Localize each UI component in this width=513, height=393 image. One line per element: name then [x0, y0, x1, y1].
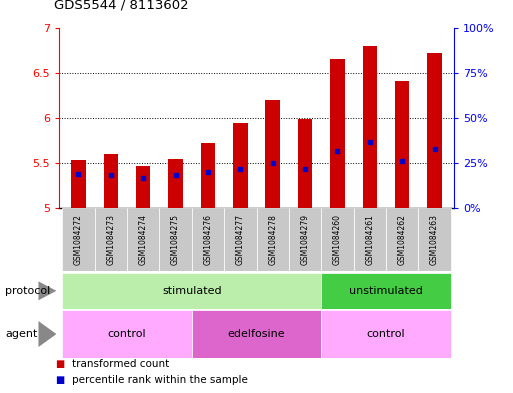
Bar: [104, 154, 118, 208]
Text: GSM1084263: GSM1084263: [430, 214, 439, 265]
Bar: [201, 143, 215, 208]
Text: control: control: [108, 329, 146, 339]
Bar: [321, 273, 451, 309]
Text: GSM1084261: GSM1084261: [365, 214, 374, 265]
Text: GSM1084276: GSM1084276: [204, 214, 212, 265]
Text: edelfosine: edelfosine: [228, 329, 285, 339]
Text: transformed count: transformed count: [72, 358, 169, 369]
Bar: [298, 119, 312, 208]
Bar: [192, 310, 321, 358]
Text: GSM1084274: GSM1084274: [139, 214, 148, 265]
Bar: [168, 158, 183, 208]
Bar: [363, 46, 377, 208]
Text: agent: agent: [5, 329, 37, 339]
Bar: [127, 208, 160, 271]
Text: GSM1084275: GSM1084275: [171, 214, 180, 265]
Bar: [136, 166, 150, 208]
Bar: [192, 208, 224, 271]
Bar: [233, 123, 248, 208]
Text: GSM1084273: GSM1084273: [106, 214, 115, 265]
Bar: [427, 53, 442, 208]
Bar: [62, 208, 94, 271]
Text: protocol: protocol: [5, 286, 50, 296]
Text: GSM1084272: GSM1084272: [74, 214, 83, 265]
Bar: [62, 310, 192, 358]
Text: GSM1084277: GSM1084277: [236, 214, 245, 265]
Bar: [160, 208, 192, 271]
Text: unstimulated: unstimulated: [349, 286, 423, 296]
Text: GSM1084262: GSM1084262: [398, 214, 407, 265]
Bar: [321, 310, 451, 358]
Bar: [386, 208, 419, 271]
Bar: [94, 208, 127, 271]
Text: GSM1084279: GSM1084279: [301, 214, 309, 265]
Bar: [256, 208, 289, 271]
Text: GSM1084260: GSM1084260: [333, 214, 342, 265]
Text: ■: ■: [56, 375, 69, 385]
Bar: [419, 208, 451, 271]
Bar: [71, 160, 86, 208]
Text: GDS5544 / 8113602: GDS5544 / 8113602: [54, 0, 188, 12]
Bar: [353, 208, 386, 271]
Bar: [330, 59, 345, 208]
Bar: [265, 100, 280, 208]
Bar: [62, 273, 321, 309]
Bar: [395, 81, 409, 208]
Polygon shape: [38, 281, 56, 300]
Text: GSM1084278: GSM1084278: [268, 214, 277, 265]
Bar: [289, 208, 321, 271]
Bar: [224, 208, 256, 271]
Text: ■: ■: [56, 358, 69, 369]
Text: stimulated: stimulated: [162, 286, 222, 296]
Text: percentile rank within the sample: percentile rank within the sample: [72, 375, 248, 385]
Bar: [321, 208, 353, 271]
Polygon shape: [38, 321, 56, 347]
Text: control: control: [367, 329, 405, 339]
